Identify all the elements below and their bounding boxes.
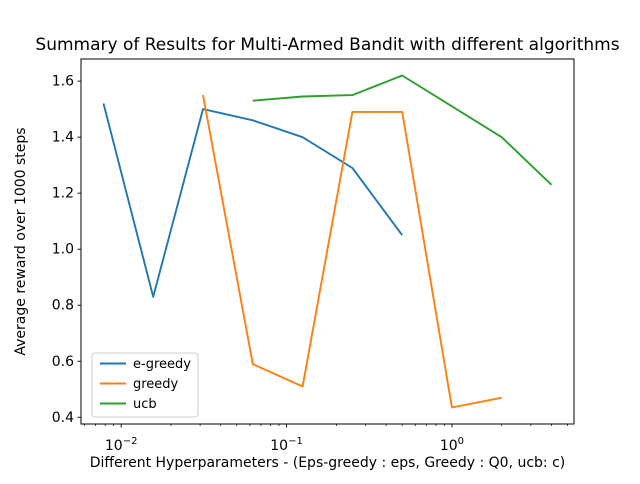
legend-label-e-greedy: e-greedy xyxy=(133,357,191,372)
line-e-greedy xyxy=(102,103,403,298)
x-tick-label: 10−1 xyxy=(270,436,303,454)
legend-label-ucb: ucb xyxy=(133,397,157,412)
line-greedy xyxy=(202,94,502,409)
x-tick-label: 100 xyxy=(440,436,464,454)
y-axis-label: Average reward over 1000 steps xyxy=(13,127,29,355)
y-tick-label: 0.4 xyxy=(52,410,74,426)
x-tick-label: 10−2 xyxy=(105,436,138,454)
chart-title: Summary of Results for Multi-Armed Bandi… xyxy=(35,35,619,55)
plot-area xyxy=(80,58,575,425)
line-ucb xyxy=(252,74,553,186)
y-tick-label: 0.8 xyxy=(52,298,74,314)
y-tick-label: 0.6 xyxy=(52,354,74,370)
y-tick-label: 1.4 xyxy=(52,130,74,146)
y-tick-label: 1.6 xyxy=(52,74,74,90)
y-tick-label: 1.2 xyxy=(52,186,74,202)
legend-box xyxy=(91,352,199,418)
y-tick-label: 1.0 xyxy=(52,242,74,258)
legend-label-greedy: greedy xyxy=(133,377,179,392)
x-axis-label: Different Hyperparameters - (Eps-greedy … xyxy=(90,455,566,471)
